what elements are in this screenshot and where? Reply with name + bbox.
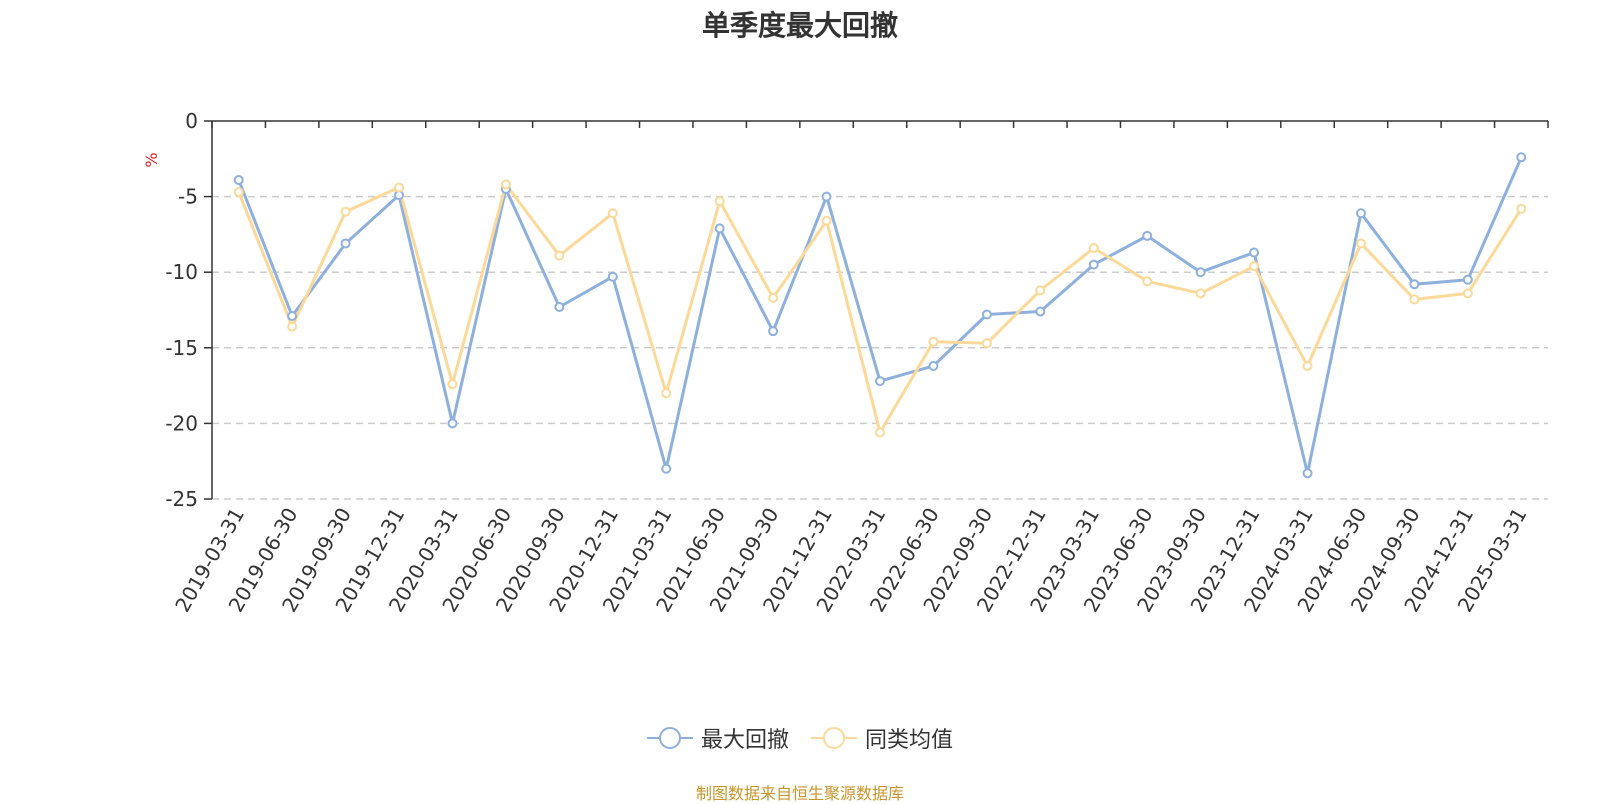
data-point-series-1[interactable] [1355,208,1366,219]
data-point-series-2[interactable] [394,182,405,193]
y-tick-label: -10 [165,260,198,284]
data-point-series-2[interactable] [768,292,779,303]
data-point-series-1[interactable] [1302,468,1313,479]
data-point-series-2[interactable] [233,187,244,198]
data-point-series-2[interactable] [661,388,672,399]
data-point-series-1[interactable] [1035,306,1046,317]
data-point-series-2[interactable] [714,196,725,207]
data-point-series-2[interactable] [500,179,511,190]
y-axis-ticks: 0 -5 -10 -15 -20 -25 [165,109,212,511]
y-tick-label: -5 [178,185,198,209]
y-tick-label: -20 [165,411,198,435]
data-point-series-1[interactable] [233,174,244,185]
data-point-series-2[interactable] [554,250,565,261]
data-point-series-2[interactable] [1195,288,1206,299]
series-lines [237,156,1523,475]
data-point-series-2[interactable] [1516,203,1527,214]
data-point-series-1[interactable] [287,311,298,322]
data-point-series-2[interactable] [447,379,458,390]
legend-label-series-2: 同类均值 [865,728,954,753]
data-point-series-1[interactable] [661,463,672,474]
data-point-series-1[interactable] [554,301,565,312]
data-point-series-2[interactable] [1035,285,1046,296]
data-point-series-1[interactable] [768,326,779,337]
legend-item-series-1[interactable]: 最大回撤 [646,722,789,754]
legend-marker-series-1-icon [646,727,693,749]
legend: 最大回撤 同类均值 [0,722,1600,754]
legend-item-series-2[interactable]: 同类均值 [811,722,953,754]
axes [211,120,1548,499]
source-note: 制图数据来自恒生聚源数据库 [695,784,904,803]
x-axis-ticks: 2019-03-312019-06-302019-09-302019-12-31… [170,121,1549,616]
data-point-series-1[interactable] [447,418,458,429]
data-point-series-1[interactable] [1195,267,1206,278]
data-point-series-2[interactable] [1302,360,1313,371]
data-point-series-2[interactable] [1249,261,1260,272]
data-point-series-1[interactable] [981,309,992,320]
data-point-series-1[interactable] [1516,152,1527,163]
data-point-series-2[interactable] [875,427,885,438]
data-point-series-1[interactable] [928,360,939,371]
line-chart: 0 -5 -10 -15 -20 -25 2019-03-312019-06-302019… [142,109,1549,616]
legend-marker-series-2-icon [811,727,857,749]
data-point-series-1[interactable] [714,223,725,234]
y-tick-label: -15 [165,336,198,360]
data-point-series-2[interactable] [1409,294,1420,305]
series-line-2 [237,183,1523,434]
data-point-series-1[interactable] [607,271,618,282]
y-tick-label: -25 [165,487,198,511]
data-point-series-1[interactable] [340,238,351,249]
legend-label-series-1: 最大回撤 [700,728,789,753]
data-point-series-1[interactable] [1142,230,1153,241]
data-point-series-1[interactable] [875,376,885,387]
data-point-series-2[interactable] [340,206,351,217]
data-point-series-1[interactable] [1249,247,1260,258]
data-point-series-2[interactable] [821,215,832,226]
data-point-series-1[interactable] [821,191,832,202]
data-point-series-2[interactable] [1355,238,1366,249]
data-point-series-2[interactable] [287,321,298,332]
data-point-series-1[interactable] [1462,274,1473,285]
data-point-series-1[interactable] [1409,279,1420,290]
data-point-series-2[interactable] [1142,276,1153,287]
data-point-series-2[interactable] [607,208,618,219]
data-point-series-2[interactable] [1088,243,1099,254]
data-point-series-2[interactable] [1462,288,1473,299]
data-point-series-2[interactable] [928,336,939,347]
y-tick-label: 0 [185,109,198,133]
data-point-series-2[interactable] [981,338,992,349]
data-point-series-1[interactable] [1088,259,1099,270]
y-axis-unit-label: % [142,152,161,167]
series-points [233,152,1527,479]
chart-title: 单季度最大回撤 [701,9,898,42]
